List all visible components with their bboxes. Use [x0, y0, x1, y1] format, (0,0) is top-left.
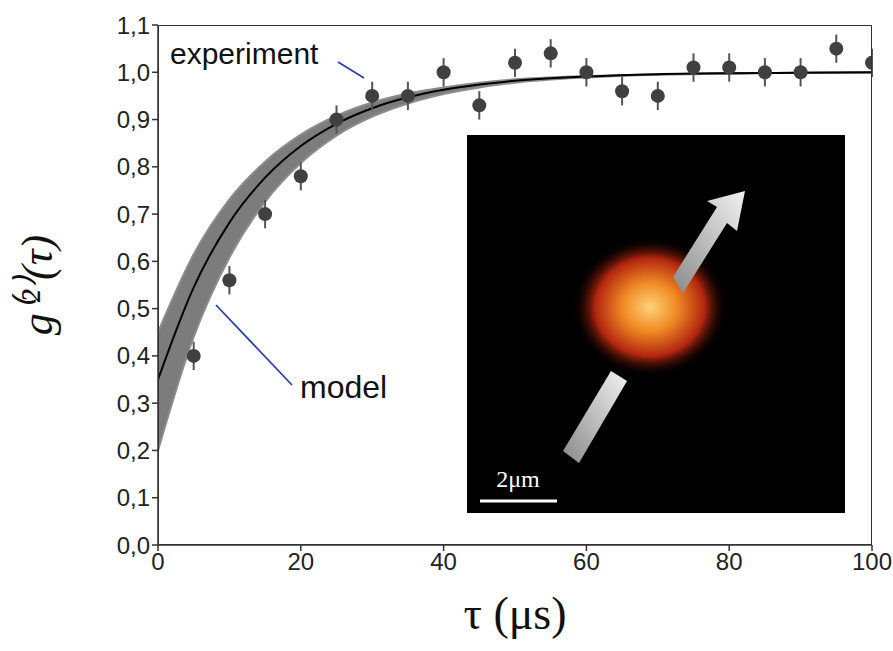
svg-text:0,0: 0,0 — [117, 532, 150, 559]
svg-text:0: 0 — [151, 548, 164, 575]
svg-text:g⁽²⁾(τ): g⁽²⁾(τ) — [12, 235, 62, 335]
svg-text:100: 100 — [852, 548, 892, 575]
svg-text:20: 20 — [287, 548, 314, 575]
svg-text:40: 40 — [430, 548, 457, 575]
html-text:experiment: experiment — [170, 37, 319, 70]
svg-text:0,7: 0,7 — [117, 201, 150, 228]
svg-text:0,6: 0,6 — [117, 248, 150, 275]
svg-text:80: 80 — [716, 548, 743, 575]
html-text:model: model — [300, 369, 388, 405]
svg-text:0,3: 0,3 — [117, 390, 150, 417]
svg-text:τ (μs): τ (μs) — [463, 588, 566, 639]
svg-text:0,4: 0,4 — [117, 342, 150, 369]
svg-text:0,8: 0,8 — [117, 153, 150, 180]
svg-text:1,1: 1,1 — [117, 12, 150, 39]
svg-text:0,1: 0,1 — [117, 484, 150, 511]
svg-text:60: 60 — [573, 548, 600, 575]
svg-text:0,5: 0,5 — [117, 295, 150, 322]
svg-text:2μm: 2μm — [496, 466, 540, 492]
svg-text:1,0: 1,0 — [117, 59, 150, 86]
svg-text:0,9: 0,9 — [117, 106, 150, 133]
svg-text:0,2: 0,2 — [117, 437, 150, 464]
